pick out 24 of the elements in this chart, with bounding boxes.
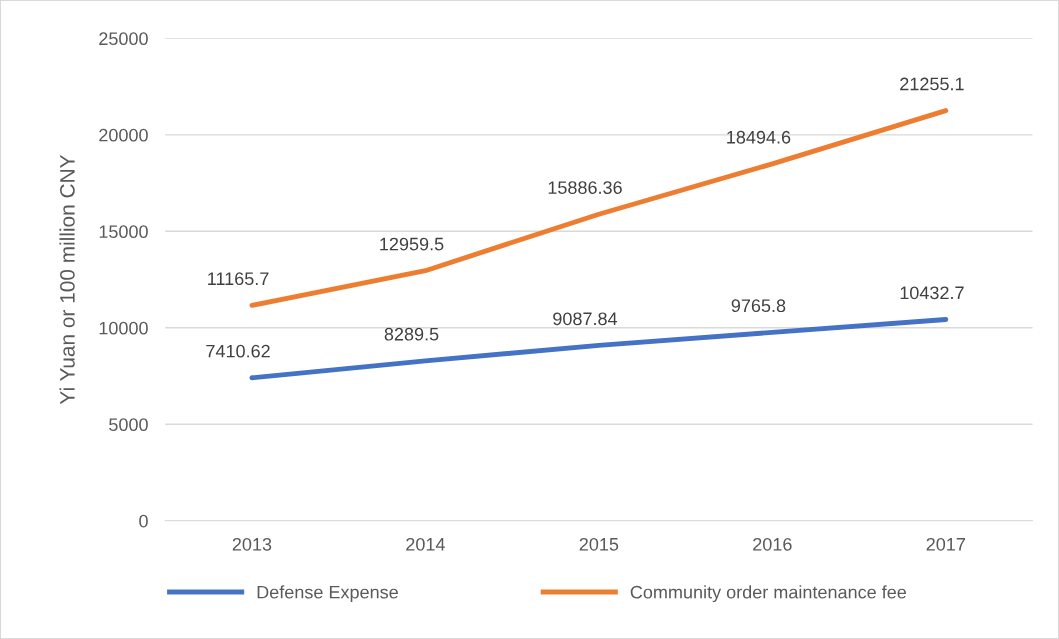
legend-label: Community order maintenance fee <box>630 585 906 603</box>
y-tick-label: 10000 <box>99 321 148 335</box>
y-tick-label: 5000 <box>109 418 148 432</box>
y-tick-label: 15000 <box>99 225 148 239</box>
y-tick-label: 0 <box>139 514 148 528</box>
data-label: 15886.36 <box>548 181 622 194</box>
y-axis-title: Yi Yuan or 100 million CNY <box>59 154 75 405</box>
data-label: 10432.7 <box>900 286 964 300</box>
x-tick-label: 2013 <box>232 537 272 551</box>
data-label: 7410.62 <box>206 344 270 358</box>
data-label: 11165.7 <box>208 272 269 286</box>
x-tick-label: 2015 <box>579 537 619 551</box>
data-label: 21255.1 <box>900 77 964 91</box>
x-tick-label: 2016 <box>753 537 792 551</box>
data-label: 12959.5 <box>380 237 444 251</box>
legend-label: Defense Expense <box>257 585 398 603</box>
x-tick-label: 2014 <box>406 537 445 551</box>
data-label: 18494.6 <box>727 130 791 144</box>
y-tick-label: 20000 <box>99 128 148 142</box>
x-tick-label: 2017 <box>926 537 965 551</box>
data-label: 8289.5 <box>384 327 439 341</box>
y-tick-label: 25000 <box>99 32 148 46</box>
data-label: 9765.8 <box>731 299 786 313</box>
data-label: 9087.84 <box>553 312 618 326</box>
